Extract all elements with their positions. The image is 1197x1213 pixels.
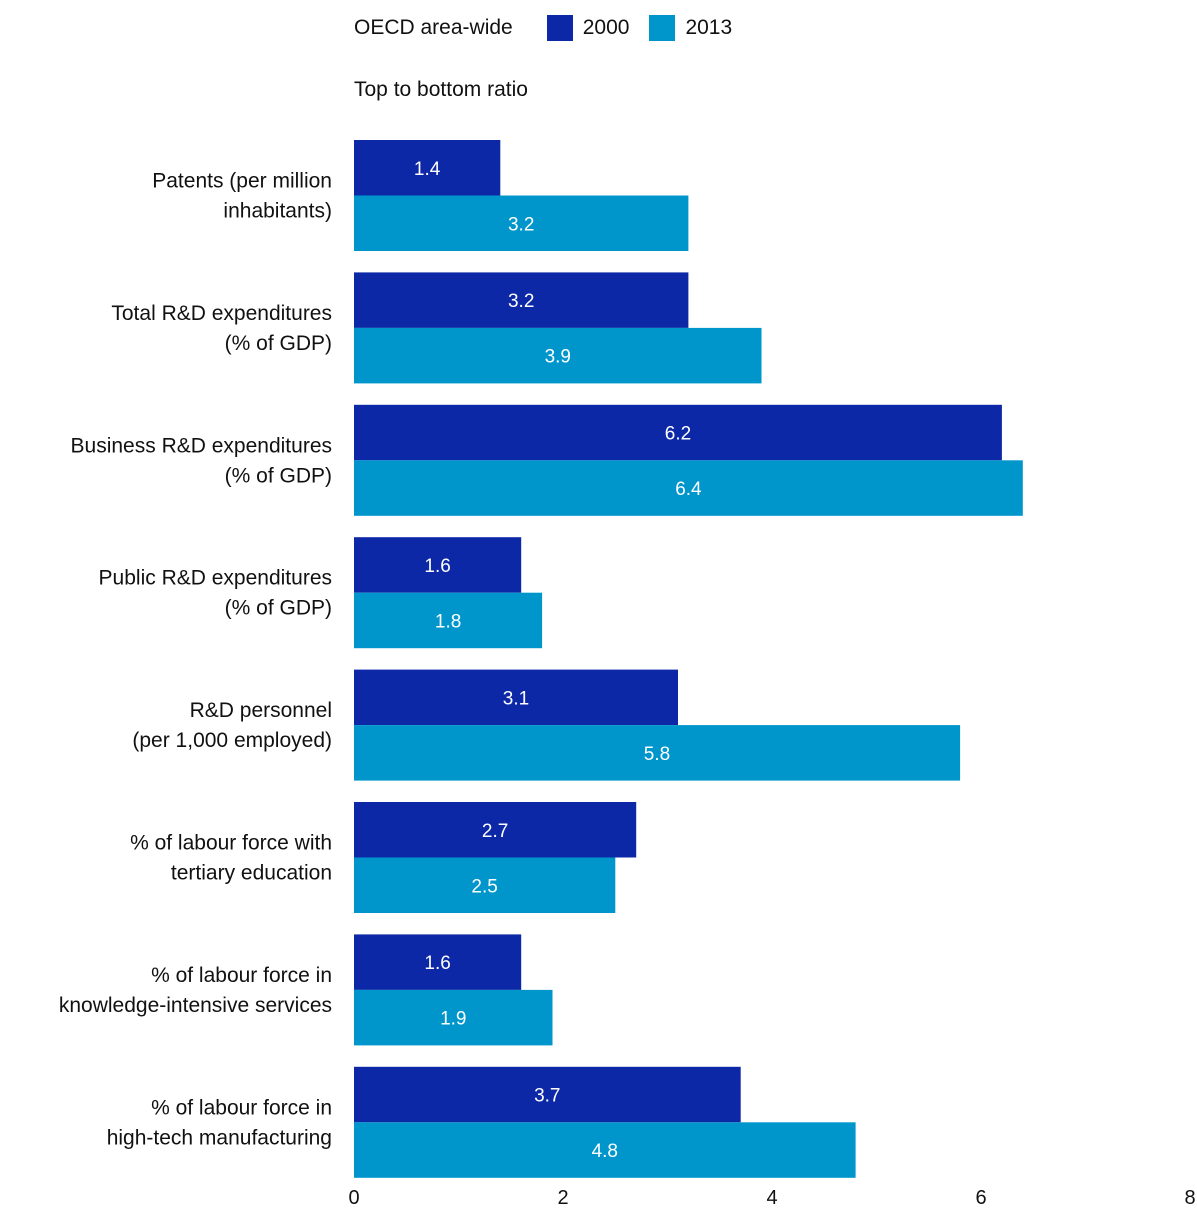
bar-2013	[354, 989, 553, 1046]
data-label-2013: 2.5	[471, 876, 497, 897]
category-label: Public R&D expenditures	[99, 567, 332, 590]
category-label: inhabitants)	[223, 200, 332, 223]
category-label: Total R&D expenditures	[111, 302, 332, 325]
category-label: knowledge-intensive services	[59, 994, 332, 1017]
data-label-2000: 3.1	[503, 688, 529, 709]
x-tick-label: 0	[348, 1187, 359, 1209]
data-label-2013: 3.9	[545, 347, 571, 368]
bar-group: 1.4 3.2 Patents (per million inhabitants)	[152, 140, 689, 251]
category-label: R&D personnel	[190, 699, 332, 722]
category-label: (% of GDP)	[225, 332, 332, 355]
bar-2013	[354, 460, 1023, 516]
data-label-2000: 1.6	[424, 953, 450, 974]
category-label: (% of GDP)	[225, 597, 332, 620]
legend-group-label: OECD area-wide	[354, 16, 513, 39]
category-label: Patents (per million	[152, 170, 332, 193]
bar-2000	[354, 140, 501, 196]
bar-group: 2.7 2.5 % of labour force with tertiary edu…	[130, 802, 637, 913]
data-label-2000: 1.4	[414, 159, 441, 180]
data-label-2013: 5.8	[644, 744, 670, 765]
bar-2013	[354, 592, 543, 649]
bar-2000	[354, 537, 522, 593]
x-tick-label: 6	[975, 1187, 986, 1209]
bar-2000	[354, 934, 522, 990]
bar-2013	[354, 857, 616, 913]
legend-item-2000: 2000	[546, 15, 630, 41]
category-label: high-tech manufacturing	[107, 1126, 332, 1149]
data-label-2000: 2.7	[482, 821, 508, 842]
legend: OECD area-wide 2000 2013	[354, 12, 732, 44]
x-tick-label: 4	[766, 1187, 777, 1209]
data-label-2013: 6.4	[675, 479, 702, 500]
category-label: tertiary education	[171, 862, 332, 885]
category-label: % of labour force in	[151, 1096, 332, 1119]
bar-2013	[354, 327, 762, 384]
bar-group: 3.1 5.8 R&D personnel (per 1,000 employed)	[132, 669, 961, 781]
bar-group: 3.2 3.9 Total R&D expenditures (% of GDP)	[111, 272, 762, 384]
legend-swatch-2013	[649, 15, 676, 41]
bar-2013	[354, 195, 689, 251]
data-label-2000: 1.6	[424, 556, 450, 577]
bar-group: 1.6 1.9 % of labour force in knowledge-inte…	[59, 934, 553, 1046]
legend-swatch-2000	[546, 15, 573, 41]
axis-title: Top to bottom ratio	[354, 78, 528, 101]
bar-2000	[354, 802, 637, 858]
category-label: % of labour force with	[130, 832, 332, 855]
bar-group: 6.2 6.4 Business R&D expenditures (% of GDP…	[71, 404, 1023, 516]
legend-item-2013: 2013	[649, 15, 732, 41]
bar-2000	[354, 669, 678, 726]
category-label: % of labour force in	[151, 964, 332, 987]
data-label-2013: 3.2	[508, 214, 534, 235]
category-label: (% of GDP)	[225, 464, 332, 487]
category-label: (per 1,000 employed)	[132, 729, 332, 752]
bar-group: 3.7 4.8 % of labour force in high-tech manu…	[107, 1066, 856, 1178]
bar-2000	[354, 272, 689, 328]
bar-2000	[354, 404, 1002, 461]
data-label-2000: 3.2	[508, 291, 534, 312]
data-label-2013: 4.8	[592, 1141, 618, 1162]
bar-2000	[354, 1066, 741, 1123]
legend-label-2000: 2000	[582, 16, 630, 39]
x-tick-label: 2	[557, 1187, 568, 1209]
bar-2013	[354, 725, 961, 781]
bar-group: 1.6 1.8 Public R&D expenditures (% of GDP)	[99, 537, 543, 649]
data-label-2013: 1.8	[435, 611, 461, 632]
data-label-2000: 3.7	[534, 1086, 560, 1107]
bar-2013	[354, 1122, 856, 1178]
x-tick-label: 8	[1184, 1187, 1195, 1209]
legend-label-2013: 2013	[685, 16, 733, 39]
category-label: Business R&D expenditures	[71, 434, 332, 457]
data-label-2000: 6.2	[665, 424, 691, 445]
data-label-2013: 1.9	[440, 1009, 466, 1030]
